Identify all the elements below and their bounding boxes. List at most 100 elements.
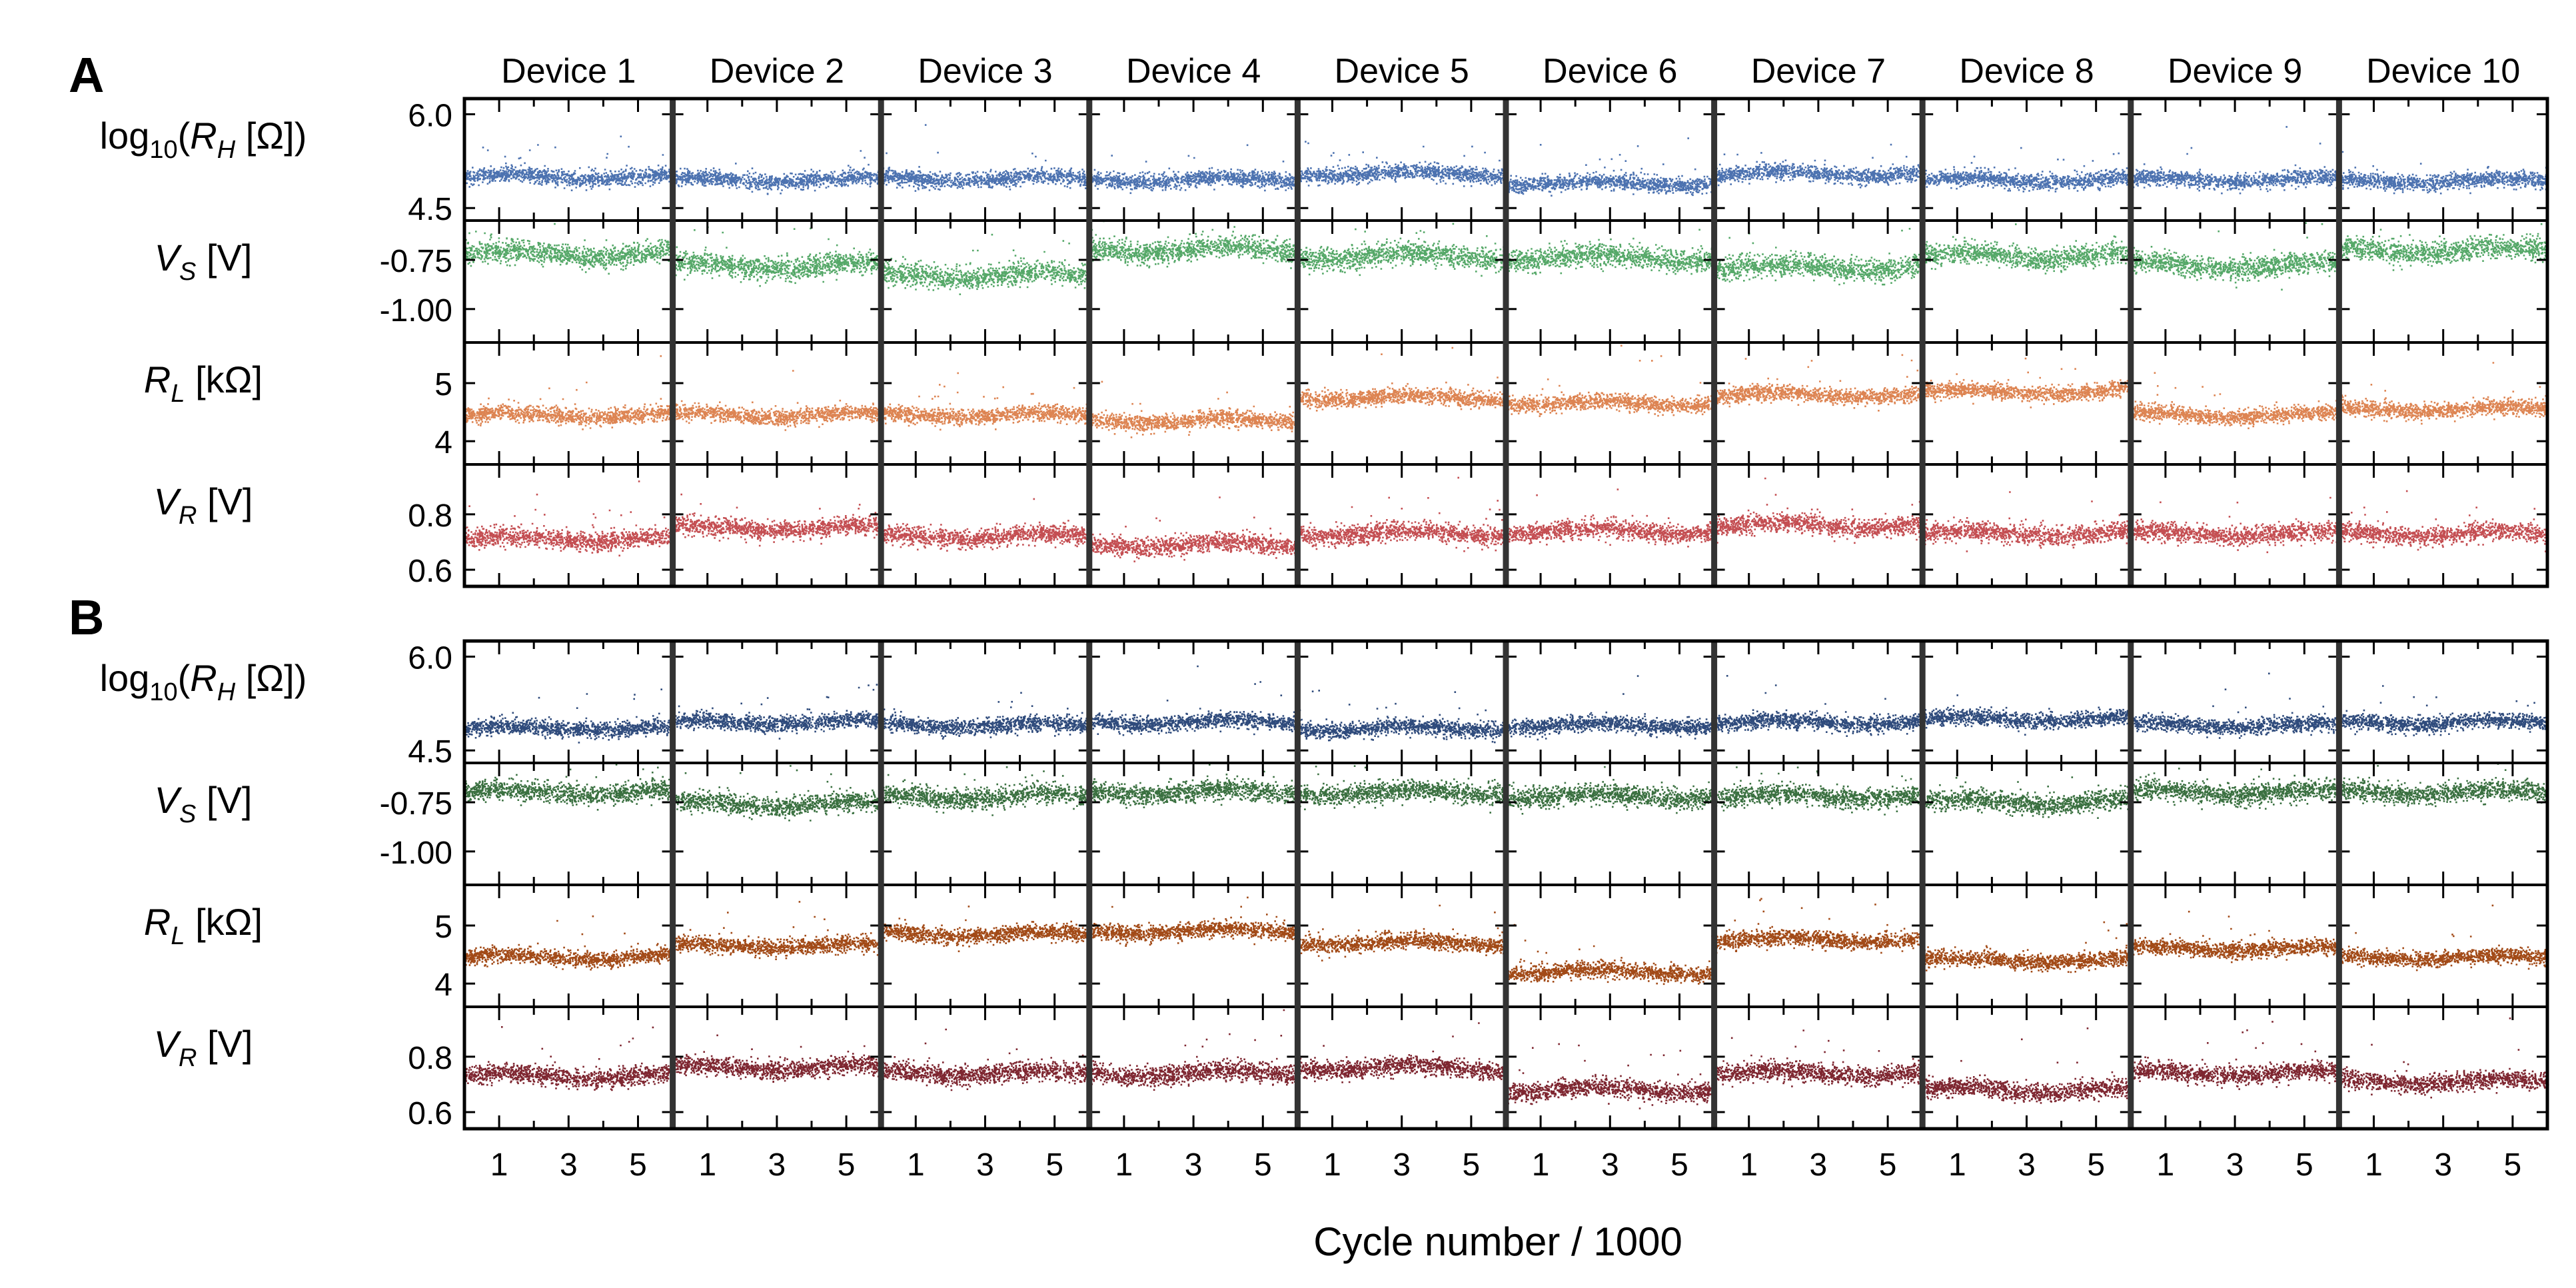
scatter-points — [1506, 488, 1716, 548]
subplot-frame — [1921, 219, 2132, 344]
device-title: Device 4 — [1126, 52, 1261, 91]
scatter-points — [1297, 690, 1508, 744]
x-tick-label: 1 — [490, 1147, 508, 1183]
subplot-frame — [1921, 97, 2132, 222]
x-tick-label: 3 — [768, 1147, 786, 1183]
subplot-frame — [1087, 463, 1299, 588]
subplot-frame — [463, 341, 674, 466]
x-tick-label: 3 — [1810, 1147, 1828, 1183]
subplot-frame — [1505, 97, 1716, 222]
scatter-points — [1922, 147, 2133, 193]
y-tick-label: 4.5 — [408, 192, 452, 227]
subplot-frame — [671, 640, 883, 764]
subplot-frame — [880, 219, 1091, 344]
subplot-frame — [671, 341, 883, 466]
panel-label: B — [69, 590, 104, 645]
y-tick-label: 4 — [434, 967, 452, 1003]
scatter-points — [1089, 665, 1299, 736]
panel-border — [462, 97, 2549, 588]
subplot-frame — [2337, 884, 2549, 1008]
subplot-frame — [1712, 762, 1924, 886]
scatter-points — [881, 1028, 1091, 1091]
scatter-points — [1298, 346, 1508, 412]
subplot-frame — [1712, 640, 1924, 764]
x-tick-label: 1 — [1323, 1147, 1341, 1183]
scatter-series-B-VR — [464, 1009, 2549, 1109]
subplot-frame — [1087, 640, 1299, 764]
scatter-points — [2131, 768, 2341, 810]
scatter-points — [882, 906, 1091, 952]
scatter-points — [1506, 675, 1716, 741]
scatter-points — [1297, 476, 1508, 552]
scatter-points — [1714, 898, 1924, 954]
scatter-points — [2339, 362, 2549, 425]
x-tick-label: 5 — [2295, 1147, 2313, 1183]
y-tick-label: 6.0 — [408, 640, 452, 676]
device-title: Device 3 — [918, 52, 1052, 91]
subplot-frame — [2129, 640, 2341, 764]
scatter-points — [1506, 137, 1716, 197]
x-tick-label: 5 — [1463, 1147, 1481, 1183]
scatter-points — [464, 135, 674, 191]
subplot-frame — [1712, 97, 1924, 222]
subplot-frame — [1921, 1005, 2132, 1130]
y-tick-label: -0.75 — [380, 244, 452, 279]
scatter-series-A-VR — [464, 476, 2549, 562]
scatter-points — [1089, 896, 1299, 947]
subplot-frame — [1296, 762, 1508, 886]
row-label: VR [V] — [154, 480, 253, 530]
subplot-frame — [1087, 884, 1299, 1008]
x-tick-label: 3 — [2226, 1147, 2244, 1183]
y-tick-label: 0.8 — [408, 498, 452, 534]
device-title: Device 10 — [2366, 52, 2520, 91]
scatter-points — [2131, 672, 2341, 739]
scatter-points — [881, 692, 1091, 740]
device-title: Device 7 — [1751, 52, 1886, 91]
x-axis-label: Cycle number / 1000 — [1313, 1219, 1682, 1264]
scatter-points — [1714, 228, 1924, 286]
x-tick-label: 5 — [2087, 1147, 2105, 1183]
device-title: Device 5 — [1335, 52, 1469, 91]
scatter-points — [672, 1034, 883, 1083]
subplot-frame — [1296, 640, 1508, 764]
scatter-points — [1922, 357, 2132, 408]
x-tick-label: 3 — [1393, 1147, 1411, 1183]
scatter-points — [464, 223, 675, 275]
row-label: log10(RH [Ω]) — [100, 115, 307, 164]
device-title: Device 6 — [1543, 52, 1677, 91]
scatter-points — [672, 150, 883, 195]
scatter-points — [1714, 766, 1924, 816]
scatter-points — [1714, 1029, 1924, 1088]
x-tick-label: 3 — [1601, 1147, 1619, 1183]
scatter-points — [1089, 220, 1299, 269]
subplot-frame — [1921, 762, 2132, 886]
x-tick-label: 3 — [1185, 1147, 1203, 1183]
scatter-points — [672, 901, 883, 960]
subplot-frame — [1921, 341, 2132, 466]
scatter-points — [881, 372, 1091, 431]
scatter-points — [1298, 1022, 1508, 1083]
subplot-frame — [463, 884, 674, 1008]
scatter-points — [464, 355, 675, 430]
y-tick-label: -1.00 — [380, 293, 452, 328]
device-title: Device 2 — [710, 52, 844, 91]
scatter-points — [672, 684, 883, 740]
scatter-points — [464, 688, 674, 744]
row-label: log10(RH [Ω]) — [100, 657, 307, 706]
subplot-frame — [1712, 884, 1924, 1008]
y-tick-label: 5 — [434, 910, 452, 945]
scatter-points — [1089, 496, 1299, 562]
subplot-frame — [1921, 884, 2132, 1008]
scatter-points — [2339, 1017, 2549, 1099]
scatter-points — [673, 493, 883, 547]
x-tick-label: 1 — [907, 1147, 925, 1183]
subplot-frame — [2129, 762, 2341, 886]
x-tick-label: 3 — [2434, 1147, 2452, 1183]
scatter-points — [2339, 223, 2549, 271]
subplot-frame — [2337, 97, 2549, 222]
row-label: VS [V] — [155, 779, 253, 828]
x-tick-label: 3 — [976, 1147, 994, 1183]
x-tick-label: 1 — [2365, 1147, 2383, 1183]
y-tick-label: 0.8 — [408, 1041, 452, 1076]
scatter-series-A-RL — [464, 344, 2549, 438]
